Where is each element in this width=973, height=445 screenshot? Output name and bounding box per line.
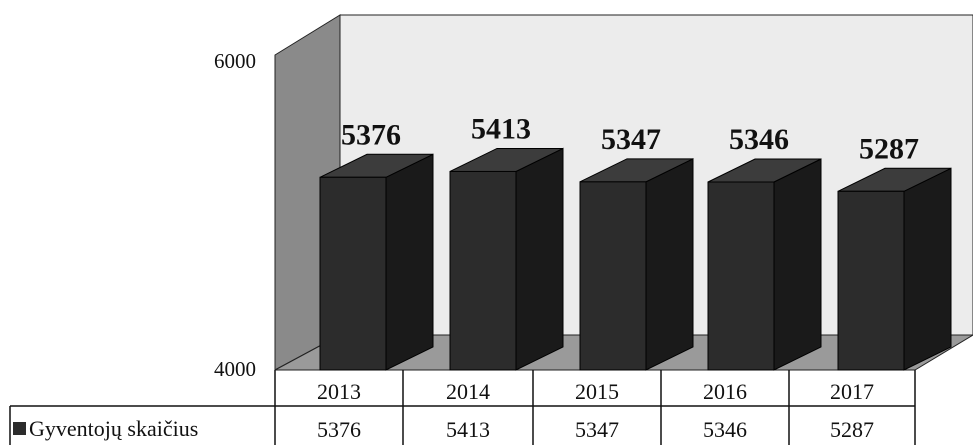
x-tick-label: 2013 (317, 379, 361, 404)
legend-label: Gyventojų skaičius (29, 416, 198, 441)
bar-front (449, 170, 517, 371)
data-label: 5287 (859, 132, 919, 165)
x-tick-label: 2017 (830, 379, 874, 404)
bars (319, 147, 952, 371)
bar (837, 167, 952, 371)
bar-side (903, 167, 952, 371)
bar (707, 158, 822, 371)
data-label: 5346 (729, 123, 789, 156)
y-tick-label: 4000 (214, 357, 256, 381)
x-tick-label: 2016 (703, 379, 747, 404)
bar (319, 153, 434, 371)
y-tick-label: 6000 (214, 49, 256, 73)
bar-front (707, 181, 775, 371)
y-axis-ticks: 6000 4000 (214, 49, 256, 381)
bar-front (579, 181, 647, 371)
table-value: 5347 (575, 417, 619, 442)
bar (449, 147, 564, 371)
table-value: 5413 (446, 417, 490, 442)
table-value: 5287 (830, 417, 874, 442)
bar-front (837, 190, 905, 371)
data-label: 5413 (471, 112, 531, 145)
data-table: 2013 5376 2014 5413 2015 5347 2016 5346 2017 5287 (9, 370, 916, 445)
x-tick-label: 2015 (575, 379, 619, 404)
bar-front (319, 176, 387, 371)
bar-side (385, 153, 434, 371)
legend-swatch (13, 422, 26, 435)
table-value: 5376 (317, 417, 361, 442)
x-tick-label: 2014 (446, 379, 490, 404)
table-value: 5346 (703, 417, 747, 442)
legend: Gyventojų skaičius (13, 416, 198, 441)
bar-side (773, 158, 822, 371)
bar (579, 158, 694, 371)
data-label: 5347 (601, 123, 661, 156)
data-label: 5376 (341, 118, 401, 151)
bar-side (515, 147, 564, 371)
bar-side (645, 158, 694, 371)
data-labels: 5376 5413 5347 5346 5287 (341, 112, 919, 165)
